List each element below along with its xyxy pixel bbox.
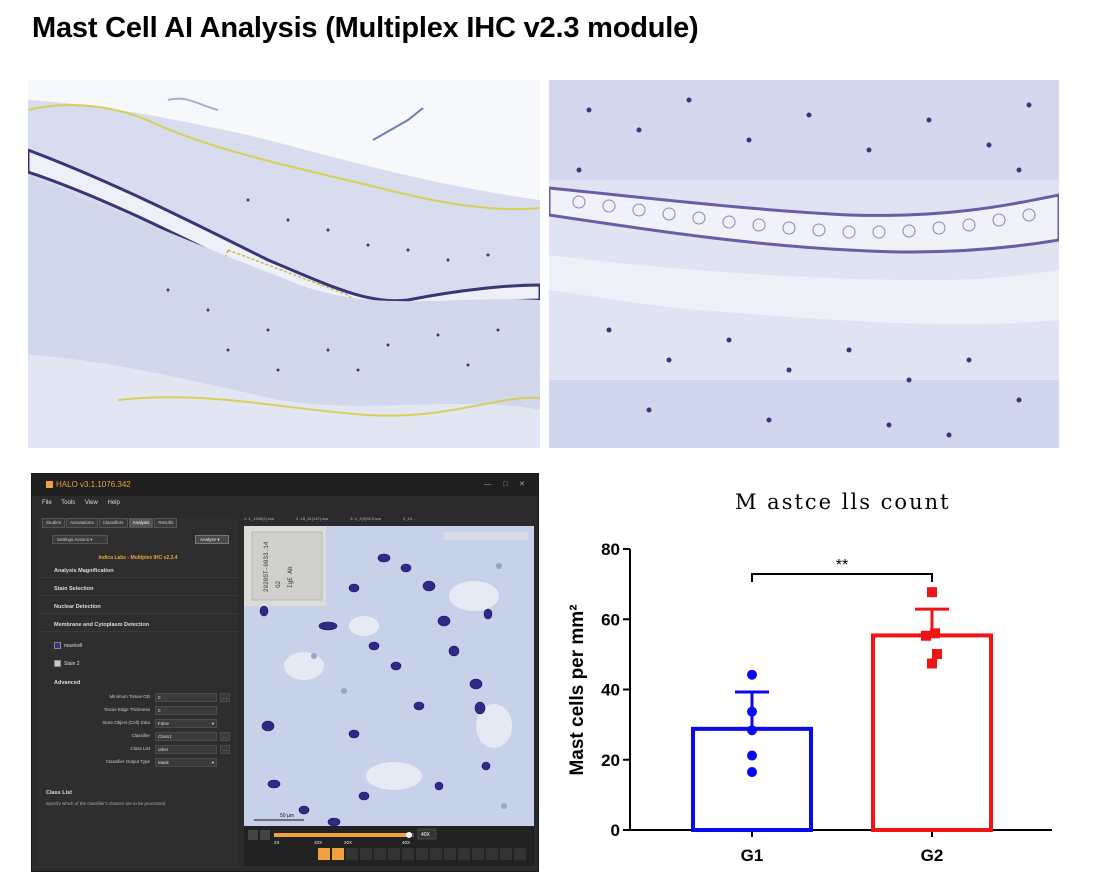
file-tab[interactable]: 2_13 ... xyxy=(402,515,417,521)
data-point xyxy=(932,649,942,660)
viewer-tools[interactable] xyxy=(248,830,526,860)
bar-g2 xyxy=(871,633,993,832)
zoom-mark-40x: 40X xyxy=(402,840,410,845)
data-point xyxy=(747,706,757,717)
menu-tools[interactable]: Tools xyxy=(61,500,76,506)
significance-label: ** xyxy=(836,557,848,574)
halo-window: HALO v3.1.1076.342 — □ ✕ File Tools View… xyxy=(31,473,539,872)
select-store-object[interactable]: False ▾ xyxy=(155,719,217,728)
field-min-tissue-od: Minimum Tissue OD 0 … xyxy=(38,693,238,703)
settings-actions-dropdown[interactable]: Settings Actions ▾ xyxy=(52,535,108,544)
tab-analysis[interactable]: Analysis xyxy=(128,518,154,528)
page-title: Mast Cell AI Analysis (Multiplex IHC v2.… xyxy=(32,12,699,44)
chart-title: M astce lls count xyxy=(735,490,951,514)
halo-app-title: HALO v3.1.1076.342 xyxy=(56,480,131,489)
data-point xyxy=(927,587,937,598)
bar-g1 xyxy=(691,726,813,833)
field-store-object: Store Object (Cell) Data False ▾ xyxy=(38,719,238,729)
field-classifier: Classifier Class1 … xyxy=(38,732,238,742)
svg-text:G2: G2 xyxy=(275,580,282,588)
class-list-title: Class List xyxy=(46,790,72,796)
stain-color-swatch xyxy=(54,660,61,667)
section-membrane-cytoplasm[interactable]: Membrane and Cytoplasm Detection xyxy=(38,618,238,632)
y-tick-label: 40 xyxy=(601,681,620,700)
file-tab[interactable]: 1 -1_1300(2).svs xyxy=(244,515,275,521)
input-class-list[interactable]: other xyxy=(155,745,217,754)
menu-help[interactable]: Help xyxy=(107,500,120,506)
stain-row-stain2[interactable]: Stain 2 xyxy=(54,660,80,667)
analysis-overlay-image: 2020ST-0033.14 G2 IgE Ab xyxy=(244,526,534,866)
field-class-list: Class List other … xyxy=(38,745,238,755)
y-axis-label: Mast cells per mm² xyxy=(567,604,588,775)
y-tick-label: 60 xyxy=(601,610,620,629)
window-controls[interactable]: — □ ✕ xyxy=(484,481,530,488)
field-tissue-edge: Tissue Edge Thickness 0 xyxy=(38,706,238,716)
zoom-mark-10x: 10X xyxy=(314,840,322,845)
data-point xyxy=(747,669,757,680)
image-file-tabs: 1 -1_1300(2).svs 2 -16_21(147).svs 3 -1_… xyxy=(244,510,538,526)
class-list-description: Specify which of the classifier's classe… xyxy=(46,801,167,806)
stain-color-swatch xyxy=(54,642,61,649)
input-tissue-edge[interactable]: 0 xyxy=(155,706,217,715)
analyze-button[interactable]: Analyze ▾ xyxy=(195,535,229,544)
module-name: Indica Labs - Multiplex IHC v2.3.4 xyxy=(98,555,178,561)
x-tick-label: G2 xyxy=(921,846,944,865)
tab-results[interactable]: Results xyxy=(154,518,178,528)
scale-bar-label: 50 μm xyxy=(280,813,294,819)
input-min-tissue-od[interactable]: 0 xyxy=(155,693,217,702)
significance-bracket xyxy=(751,573,933,582)
y-tick-label: 0 xyxy=(611,821,620,840)
file-tab[interactable]: 3 -1_1(9)9C3.svs xyxy=(350,515,381,521)
data-point xyxy=(747,767,757,778)
zoom-mark-20x: 20X xyxy=(344,840,352,845)
browse-button[interactable]: … xyxy=(220,732,230,741)
section-analysis-magnification[interactable]: Analysis Magnification xyxy=(38,564,238,578)
halo-logo-icon xyxy=(46,481,53,489)
zoom-mark-2x: 2X xyxy=(274,840,280,845)
browse-button[interactable]: … xyxy=(220,693,230,702)
x-tick-label: G1 xyxy=(741,846,764,865)
section-advanced[interactable]: Advanced xyxy=(54,680,81,686)
data-point xyxy=(927,658,937,669)
panel-tabs: Studies Annotations Classifiers Analysis… xyxy=(42,518,178,528)
tab-annotations[interactable]: Annotations xyxy=(66,518,98,528)
svg-text:2020ST-0033.14: 2020ST-0033.14 xyxy=(263,541,270,592)
halo-titlebar: HALO v3.1.1076.342 — □ ✕ xyxy=(32,474,538,496)
data-point xyxy=(930,628,940,639)
tissue-overview-image xyxy=(28,80,540,448)
tissue-zoom-image xyxy=(549,80,1059,448)
data-point xyxy=(921,630,931,641)
browse-button[interactable]: … xyxy=(220,745,230,754)
y-tick-label: 80 xyxy=(601,540,620,559)
tab-classifiers[interactable]: Classifiers xyxy=(98,518,128,528)
svg-text:IgE Ab: IgE Ab xyxy=(287,566,294,588)
section-stain-selection[interactable]: Stain Selection xyxy=(38,582,238,596)
stain-row-mastcell[interactable]: mastcell xyxy=(54,642,82,649)
section-nuclear-detection[interactable]: Nuclear Detection xyxy=(38,600,238,614)
analysis-settings-panel: Studies Annotations Classifiers Analysis… xyxy=(38,518,238,868)
data-point xyxy=(747,750,757,761)
zoom-current[interactable]: 40X xyxy=(421,832,431,838)
input-classifier[interactable]: Class1 xyxy=(155,732,217,741)
image-viewer[interactable]: 2020ST-0033.14 G2 IgE Ab xyxy=(244,526,534,866)
tab-studies[interactable]: Studies xyxy=(42,518,66,528)
menu-view[interactable]: View xyxy=(84,500,98,506)
field-output-type: Classifier Output Type Mask ▾ xyxy=(38,758,238,768)
select-output-type[interactable]: Mask ▾ xyxy=(155,758,217,767)
menu-file[interactable]: File xyxy=(42,500,52,506)
data-point xyxy=(747,725,757,736)
halo-menu-bar: File Tools View Help xyxy=(32,496,538,510)
y-tick-label: 20 xyxy=(601,751,620,770)
file-tab[interactable]: 2 -16_21(147).svs xyxy=(296,515,329,521)
